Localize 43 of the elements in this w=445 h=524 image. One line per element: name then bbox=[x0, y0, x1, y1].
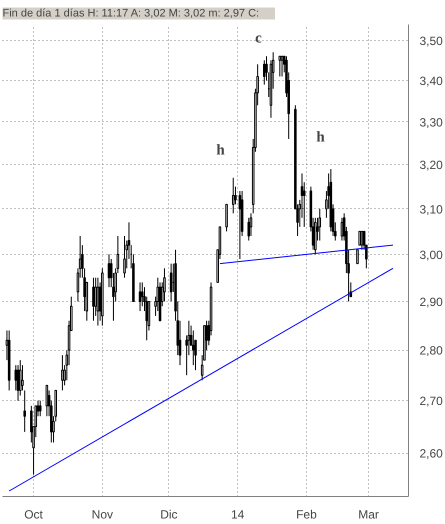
candlestick bbox=[96, 277, 100, 326]
x-tick-label: Oct bbox=[24, 508, 44, 522]
candlestick bbox=[46, 384, 48, 417]
annotation: h bbox=[216, 142, 226, 158]
candlestick bbox=[170, 263, 172, 302]
x-tick-label: Mar bbox=[358, 508, 379, 522]
candlestick bbox=[247, 217, 250, 242]
annotation: h bbox=[316, 130, 326, 146]
candlestick bbox=[318, 208, 322, 242]
y-tick-label: 2,90 bbox=[420, 294, 444, 309]
candlestick bbox=[140, 282, 144, 307]
y-tick-label: 2,70 bbox=[420, 394, 444, 408]
y-tick-label: 3,00 bbox=[420, 248, 444, 262]
chart-title: Fin de día 1 días H: 11:17 A: 3,02 M: 3,02 m: 2,97 C: bbox=[2, 8, 260, 20]
candlestick bbox=[23, 390, 26, 432]
x-tick-label: Nov bbox=[92, 508, 114, 522]
candlestick bbox=[340, 217, 344, 242]
annotation: c bbox=[255, 30, 262, 46]
candlestick bbox=[123, 235, 126, 278]
y-tick-label: 2,60 bbox=[420, 446, 444, 461]
x-tick-label: Feb bbox=[296, 508, 318, 522]
candlestick bbox=[108, 254, 110, 288]
candlestick bbox=[225, 204, 228, 232]
y-tick-label: 2,80 bbox=[420, 344, 444, 358]
candlestick bbox=[238, 190, 242, 260]
y-tick-label: 3,30 bbox=[420, 116, 444, 130]
y-tick-label: 3,20 bbox=[420, 158, 444, 172]
y-tick-label: 3,40 bbox=[420, 74, 444, 88]
candlestick bbox=[38, 400, 42, 417]
candlestick bbox=[92, 277, 95, 322]
y-tick-label: 3,10 bbox=[420, 202, 444, 216]
x-tick-label: Dic bbox=[160, 508, 178, 522]
candlestick bbox=[61, 354, 64, 391]
candlestick bbox=[360, 230, 364, 250]
candlestick bbox=[356, 249, 359, 264]
candlestick bbox=[18, 360, 22, 396]
candlestick bbox=[278, 56, 282, 77]
candlestick bbox=[250, 212, 252, 236]
y-tick-label: 3,50 bbox=[420, 34, 444, 48]
candlestick bbox=[358, 230, 361, 246]
candlestick bbox=[232, 177, 235, 214]
candlestick bbox=[163, 268, 166, 302]
x-tick-label: 14 bbox=[230, 508, 245, 522]
